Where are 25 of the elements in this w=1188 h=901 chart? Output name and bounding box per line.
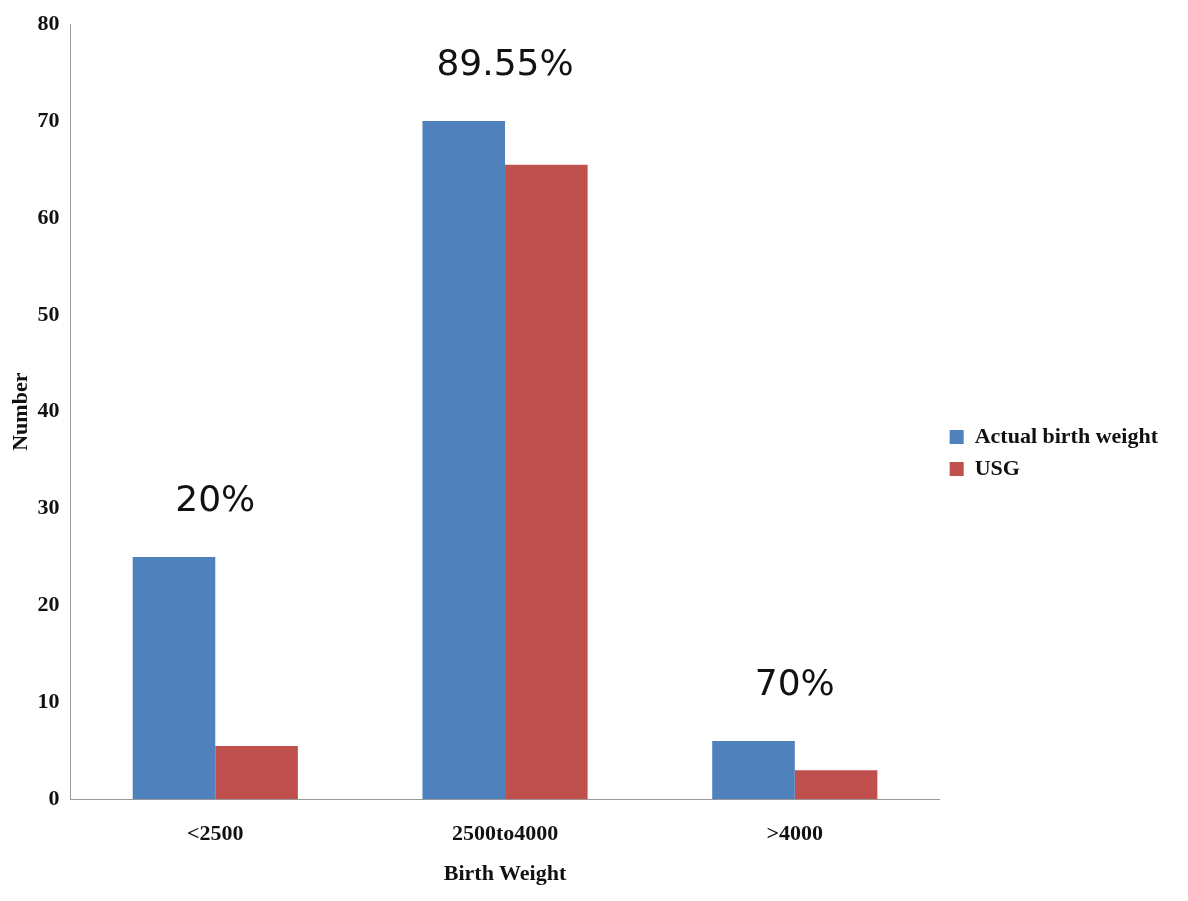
y-tick-label: 20 [37,591,60,617]
y-axis-title: Number [6,372,32,451]
annotation: 20% [175,478,256,520]
y-tick-label: 30 [37,494,60,520]
bar [794,770,878,800]
y-tick-label: 60 [37,203,60,229]
bar [132,557,216,800]
bar [422,121,506,800]
legend-label: Actual birth weight [974,422,1159,448]
y-tick-label: 40 [37,397,60,423]
legend-label: USG [974,454,1020,480]
x-tick-label: <2500 [187,820,244,846]
y-tick-label: 80 [37,9,60,35]
y-tick-label: 0 [48,784,60,810]
bar [505,164,588,800]
y-tick-label: 10 [37,688,60,714]
annotation: 89.55% [436,42,574,84]
x-tick-label: 2500to4000 [451,820,559,846]
x-axis-title: Birth Weight [443,860,567,886]
bar [712,741,795,800]
annotation: 70% [754,662,835,704]
x-tick-label: >4000 [766,820,824,846]
y-tick-label: 50 [37,300,60,326]
bar [215,745,298,800]
y-tick-label: 70 [37,106,60,132]
